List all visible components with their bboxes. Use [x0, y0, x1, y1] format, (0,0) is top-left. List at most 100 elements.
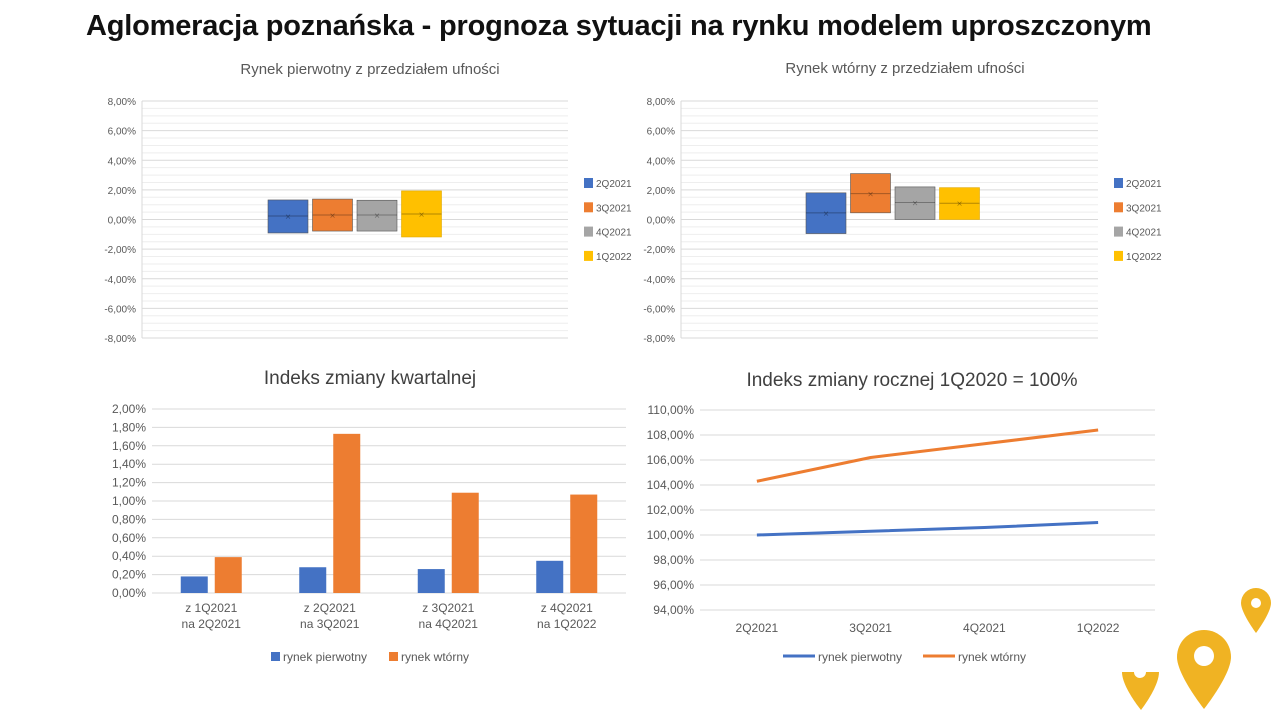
- legend-swatch: [584, 202, 593, 213]
- line-rynek-pierwotny: [756, 521, 1099, 537]
- y-tick-label: 0,80%: [112, 512, 146, 526]
- x-tick-label: na 2Q2021: [182, 617, 242, 631]
- y-tick-label: -2,00%: [643, 245, 675, 256]
- x-tick-label: na 4Q2021: [419, 617, 479, 631]
- mean-marker: ×: [330, 211, 336, 222]
- y-tick-label: 2,00%: [112, 402, 146, 416]
- legend-swatch: [271, 652, 280, 661]
- x-tick-label: 3Q2021: [849, 621, 892, 635]
- y-tick-label: 98,00%: [653, 553, 694, 567]
- chart-title: Indeks zmiany kwartalnej: [264, 368, 476, 389]
- bar-rynek-wtórny: [570, 494, 598, 593]
- y-tick-label: 102,00%: [647, 503, 695, 517]
- mean-marker: ×: [285, 212, 291, 223]
- y-tick-label: -4,00%: [643, 275, 675, 286]
- box-4Q2021: [356, 199, 398, 232]
- legend-swatch: [1114, 178, 1123, 188]
- y-tick-label: 100,00%: [647, 528, 695, 542]
- y-tick-label: 104,00%: [647, 478, 695, 492]
- mean-marker: ×: [374, 211, 380, 222]
- mean-marker: ×: [419, 210, 425, 221]
- y-tick-label: 1,40%: [112, 457, 146, 471]
- chart-title: Rynek pierwotny z przedziałem ufności: [240, 61, 499, 78]
- y-tick-label: 108,00%: [647, 428, 695, 442]
- y-tick-label: 8,00%: [647, 97, 675, 108]
- legend-swatch: [1114, 226, 1123, 237]
- legend-label: 4Q2021: [1126, 228, 1162, 239]
- legend-label: rynek wtórny: [958, 650, 1026, 664]
- y-tick-label: 6,00%: [647, 127, 675, 138]
- chart-secondary-market-box: Rynek wtórny z przedziałem ufności 8,00% 6…: [643, 60, 1162, 345]
- legend-label: rynek pierwotny: [283, 650, 367, 664]
- y-tick-label: 2,00%: [108, 186, 136, 197]
- line-rynek-wtórny: [756, 428, 1099, 483]
- mean-marker: ×: [823, 209, 829, 220]
- legend-label: 1Q2022: [1126, 252, 1162, 263]
- legend-swatch: [389, 652, 398, 661]
- legend-label: 2Q2021: [1126, 179, 1162, 190]
- y-tick-label: 1,80%: [112, 420, 146, 434]
- mean-marker: ×: [957, 199, 963, 210]
- y-tick-label: 94,00%: [653, 603, 694, 617]
- chart-quarterly-index-bar: Indeks zmiany kwartalnej 2,00% 1,80% 1,60% 1…: [112, 368, 626, 664]
- bar-rynek-pierwotny: [417, 569, 445, 593]
- y-tick-label: 8,00%: [108, 97, 136, 108]
- y-tick-label: -6,00%: [643, 304, 675, 315]
- y-tick-label: 1,20%: [112, 476, 146, 490]
- legend-swatch: [1114, 250, 1123, 261]
- chart-title: Rynek wtórny z przedziałem ufności: [785, 60, 1024, 77]
- bar-rynek-pierwotny: [180, 576, 208, 593]
- x-tick-label: z 2Q2021: [304, 601, 356, 615]
- legend-label: 3Q2021: [596, 203, 632, 214]
- box-4Q2021: [894, 186, 936, 220]
- chart-title: Indeks zmiany rocznej 1Q2020 = 100%: [746, 370, 1077, 391]
- bar-rynek-pierwotny: [299, 567, 327, 593]
- y-tick-label: -2,00%: [104, 245, 136, 256]
- map-pin-icon: [1241, 588, 1271, 633]
- y-tick-label: -8,00%: [104, 334, 136, 345]
- legend-swatch: [584, 250, 593, 261]
- page-title: Aglomeracja poznańska - prognoza sytuacj…: [86, 10, 1152, 42]
- legend-swatch: [584, 178, 593, 188]
- x-tick-label: z 3Q2021: [422, 601, 474, 615]
- y-tick-label: 4,00%: [108, 156, 136, 167]
- legend-label: rynek pierwotny: [818, 650, 902, 664]
- box-3Q2021: [850, 173, 891, 214]
- y-tick-label: 96,00%: [653, 578, 694, 592]
- bar-rynek-wtórny: [333, 433, 361, 593]
- bar-rynek-wtórny: [451, 492, 479, 593]
- mean-marker: ×: [912, 198, 918, 209]
- y-tick-label: 4,00%: [647, 156, 675, 167]
- x-tick-label: 4Q2021: [963, 621, 1006, 635]
- y-tick-label: 0,40%: [112, 549, 146, 563]
- legend-label: 2Q2021: [596, 179, 632, 190]
- legend-swatch: [1114, 202, 1123, 213]
- y-tick-label: -4,00%: [104, 275, 136, 286]
- legend-label: 1Q2022: [596, 252, 632, 263]
- y-tick-label: 0,60%: [112, 531, 146, 545]
- x-tick-label: z 1Q2021: [185, 601, 237, 615]
- y-tick-label: 1,60%: [112, 439, 146, 453]
- box-1Q2022: [939, 187, 980, 220]
- y-tick-label: 0,20%: [112, 568, 146, 582]
- x-tick-label: z 4Q2021: [541, 601, 593, 615]
- y-tick-label: 106,00%: [647, 453, 695, 467]
- y-tick-label: 0,00%: [108, 216, 136, 227]
- y-tick-label: 6,00%: [108, 127, 136, 138]
- chart-primary-market-box: Rynek pierwotny z przedziałem ufności 8,0…: [104, 61, 632, 345]
- bar-rynek-wtórny: [214, 557, 242, 593]
- map-pin-icon: [1177, 630, 1231, 709]
- box-2Q2021: [805, 192, 847, 234]
- box-3Q2021: [312, 198, 353, 232]
- bar-rynek-pierwotny: [536, 560, 564, 593]
- map-pin-icon: [1122, 666, 1159, 710]
- x-tick-label: na 3Q2021: [300, 617, 360, 631]
- legend-label: 3Q2021: [1126, 203, 1162, 214]
- legend-label: 4Q2021: [596, 228, 632, 239]
- y-tick-label: 1,00%: [112, 494, 146, 508]
- y-tick-label: 110,00%: [648, 403, 695, 417]
- box-2Q2021: [267, 199, 309, 234]
- legend-label: rynek wtórny: [401, 650, 469, 664]
